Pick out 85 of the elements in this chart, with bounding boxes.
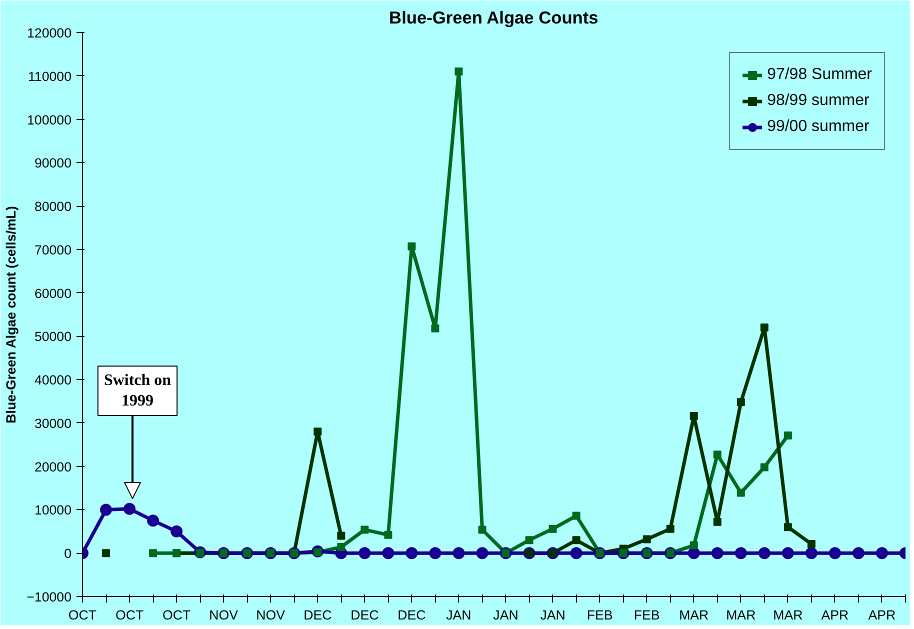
point [828, 547, 841, 560]
x-tick-label: JAN [540, 608, 566, 622]
point [760, 324, 768, 332]
x-tick-label: DEC [398, 608, 426, 622]
point [337, 543, 346, 552]
y-axis-title: Blue-Green Algae count (cells/mL) [4, 206, 19, 424]
point [852, 547, 864, 560]
legend-label: 97/98 Summer [767, 66, 872, 84]
y-tick-label: 60000 [34, 286, 72, 301]
point [406, 547, 418, 560]
x-tick-label: OCT [115, 608, 144, 622]
point [572, 536, 580, 544]
point [124, 502, 136, 515]
x-tick-label: DEC [350, 608, 380, 622]
y-tick-label: 120000 [27, 26, 72, 40]
point [876, 547, 888, 560]
x-tick-label: FEB [586, 608, 613, 622]
point [358, 547, 371, 560]
x-tick-label: NOV [209, 608, 238, 622]
point [760, 463, 768, 472]
point [736, 488, 745, 497]
point [570, 547, 582, 560]
chart-title: Blue-Green Algae Counts [389, 8, 598, 28]
point [784, 523, 792, 532]
point [642, 535, 651, 544]
y-tick-label: 80000 [34, 199, 72, 214]
y-tick-label: 70000 [34, 242, 72, 258]
y-tick-label: 20000 [34, 459, 72, 474]
y-tick-label: 10000 [34, 502, 72, 518]
point [384, 530, 392, 539]
point [454, 68, 463, 76]
point [149, 549, 158, 558]
point [100, 504, 112, 516]
x-tick-label: MAR [726, 608, 756, 622]
point [382, 547, 394, 560]
x-tick-label: FEB [634, 608, 660, 622]
point [690, 541, 698, 550]
point [666, 524, 674, 533]
point [805, 547, 818, 560]
x-tick-label: APR [868, 608, 896, 622]
x-tick-label: DEC [304, 608, 332, 622]
y-tick-label: 110000 [28, 68, 72, 84]
x-tick-label: OCT [162, 608, 191, 622]
legend-label: 99/00 summer [767, 118, 870, 136]
point [337, 532, 346, 540]
point [102, 549, 110, 558]
point [713, 450, 722, 459]
x-tick-label: NOV [256, 608, 286, 622]
y-tick-label: 100000 [27, 112, 72, 128]
point [431, 324, 440, 332]
point [784, 432, 792, 440]
y-tick-label: −10000 [26, 590, 72, 604]
point [147, 514, 160, 527]
point [713, 518, 722, 526]
x-tick-label: JAN [446, 608, 472, 622]
point [478, 526, 486, 534]
point [476, 547, 488, 560]
point [807, 540, 816, 548]
point [314, 428, 322, 436]
x-tick-label: JAN [493, 608, 518, 622]
x-tick-label: OCT [68, 608, 97, 622]
point [758, 547, 770, 560]
point [170, 525, 183, 538]
y-tick-label: 90000 [34, 156, 72, 171]
point [408, 242, 416, 250]
legend-label: 98/99 summer [767, 92, 870, 110]
y-tick-label: 40000 [34, 372, 72, 388]
point [736, 398, 745, 406]
y-tick-label: 0 [64, 546, 72, 562]
annotation: Switch on 1999 [104, 372, 172, 410]
point [525, 536, 534, 544]
point [429, 547, 442, 560]
point [452, 547, 465, 560]
y-tick-label: 50000 [34, 329, 72, 344]
point [548, 524, 557, 533]
x-tick-label: MAR [773, 608, 803, 622]
point [360, 526, 369, 534]
x-tick-label: MAR [679, 608, 709, 622]
y-tick-label: 30000 [34, 416, 72, 431]
point [690, 412, 698, 420]
point [782, 547, 794, 560]
point [711, 547, 724, 560]
x-tick-label: APR [821, 608, 849, 622]
point [572, 512, 580, 520]
point [734, 547, 747, 560]
